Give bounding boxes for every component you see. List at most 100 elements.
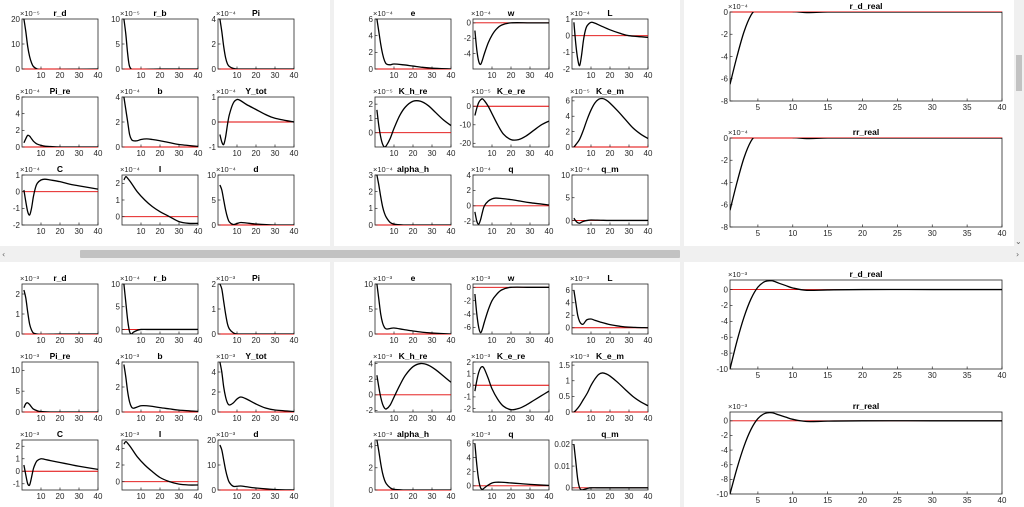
y-tick-label: 2 bbox=[369, 187, 374, 196]
x-tick-label: 30 bbox=[271, 414, 280, 423]
axis-exponent: ×10⁻³ bbox=[20, 274, 40, 283]
axis-exponent: ×10⁻⁴ bbox=[471, 9, 491, 18]
x-tick-label: 30 bbox=[428, 227, 437, 236]
axis-exponent: ×10⁻³ bbox=[728, 270, 748, 279]
x-tick-label: 10 bbox=[587, 71, 596, 80]
series-line bbox=[376, 100, 451, 147]
axis-exponent: ×10⁻³ bbox=[373, 352, 393, 361]
x-tick-label: 20 bbox=[507, 149, 516, 158]
chart-e-29: 0 5 10 10 20 30 40 e ×10⁻³ bbox=[364, 273, 456, 345]
horizontal-scrollbar-thumb[interactable] bbox=[80, 250, 680, 258]
chart-title: Pi_re bbox=[50, 86, 71, 96]
vertical-scrollbar[interactable] bbox=[1014, 0, 1024, 246]
x-tick-label: 20 bbox=[858, 103, 867, 112]
y-tick-label: 4 bbox=[212, 15, 217, 24]
x-tick-label: 10 bbox=[233, 414, 242, 423]
axes-box bbox=[571, 18, 649, 70]
y-tick-label: 1.5 bbox=[559, 361, 571, 370]
x-tick-label: 35 bbox=[963, 496, 972, 505]
x-tick-label: 10 bbox=[488, 71, 497, 80]
chart-title: r_d_real bbox=[849, 269, 882, 279]
axis-exponent: ×10⁻⁵ bbox=[373, 87, 393, 96]
x-tick-label: 20 bbox=[252, 71, 261, 80]
series-line bbox=[219, 184, 294, 225]
series-line bbox=[376, 175, 451, 225]
scroll-right-arrow-icon[interactable]: › bbox=[1016, 250, 1019, 259]
x-tick-label: 10 bbox=[37, 149, 46, 158]
axes-box bbox=[374, 439, 452, 491]
y-tick-label: 1 bbox=[16, 455, 21, 464]
scroll-down-arrow-icon[interactable]: ⌄ bbox=[1015, 237, 1022, 246]
axes-box bbox=[217, 174, 295, 226]
x-tick-label: 40 bbox=[545, 71, 554, 80]
axis-exponent: ×10⁻³ bbox=[216, 274, 236, 283]
x-tick-label: 20 bbox=[606, 336, 615, 345]
y-tick-label: 0 bbox=[566, 324, 571, 333]
series-line bbox=[474, 98, 549, 141]
vertical-scrollbar-thumb[interactable] bbox=[1016, 55, 1022, 91]
chart-e-9: 0 2 4 6 10 20 30 40 e ×10⁻⁴ bbox=[369, 8, 456, 80]
x-tick-label: 10 bbox=[587, 414, 596, 423]
y-tick-label: 4 bbox=[369, 31, 374, 40]
axes-box bbox=[121, 361, 199, 413]
series-line bbox=[730, 138, 1002, 211]
y-tick-label: -10 bbox=[459, 121, 471, 130]
x-tick-label: 20 bbox=[858, 496, 867, 505]
axis-exponent: ×10⁻⁴ bbox=[20, 87, 40, 96]
chart-title: I bbox=[159, 164, 161, 174]
chart-k-e-re-33: -2 -1 0 1 2 10 20 30 40 K_e_re ×10⁻³ bbox=[464, 351, 554, 423]
chart-title: K_e_re bbox=[497, 86, 526, 96]
axes-box bbox=[21, 18, 99, 70]
axes-box bbox=[121, 439, 199, 491]
x-tick-label: 20 bbox=[56, 227, 65, 236]
x-tick-label: 30 bbox=[175, 336, 184, 345]
axis-exponent: ×10⁻⁵ bbox=[120, 9, 140, 18]
y-tick-label: -2 bbox=[13, 221, 21, 230]
x-tick-label: 40 bbox=[290, 149, 299, 158]
x-tick-label: 10 bbox=[587, 149, 596, 158]
y-tick-label: 0 bbox=[116, 477, 121, 486]
y-tick-label: 0 bbox=[724, 285, 729, 294]
series-line bbox=[474, 22, 549, 66]
y-tick-label: 1 bbox=[212, 93, 217, 102]
x-tick-label: 10 bbox=[137, 414, 146, 423]
chart-title: Y_tot bbox=[245, 351, 266, 361]
series-line bbox=[573, 217, 648, 224]
x-tick-label: 15 bbox=[823, 229, 832, 238]
y-tick-label: 0 bbox=[467, 19, 472, 28]
chart-title: Y_tot bbox=[245, 86, 266, 96]
axes-box bbox=[472, 18, 550, 70]
x-tick-label: 20 bbox=[156, 336, 165, 345]
x-tick-label: 10 bbox=[390, 336, 399, 345]
y-tick-label: 0 bbox=[566, 31, 571, 40]
y-tick-label: -6 bbox=[721, 201, 729, 210]
y-tick-label: 2 bbox=[369, 375, 374, 384]
axes-box bbox=[472, 283, 550, 335]
x-tick-label: 20 bbox=[252, 414, 261, 423]
chart-title: Pi_re bbox=[50, 351, 71, 361]
y-tick-label: 5 bbox=[116, 303, 121, 312]
axis-exponent: ×10⁻⁴ bbox=[373, 165, 393, 174]
axes-box bbox=[121, 18, 199, 70]
chart-title: r_d bbox=[53, 273, 66, 283]
x-tick-label: 40 bbox=[194, 492, 203, 501]
series-line bbox=[474, 286, 549, 334]
x-tick-label: 10 bbox=[137, 492, 146, 501]
y-tick-label: -8 bbox=[721, 349, 729, 358]
axes-box bbox=[21, 439, 99, 491]
series-line bbox=[123, 175, 198, 225]
x-tick-label: 30 bbox=[428, 414, 437, 423]
x-tick-label: 10 bbox=[37, 71, 46, 80]
axis-exponent: ×10⁻³ bbox=[216, 430, 236, 439]
y-tick-label: -4 bbox=[721, 178, 729, 187]
chart-title: Pi bbox=[252, 273, 260, 283]
axes-box bbox=[374, 18, 452, 70]
axes-box bbox=[729, 11, 1003, 102]
x-tick-label: 15 bbox=[823, 496, 832, 505]
y-tick-label: 2 bbox=[566, 127, 571, 136]
series-line bbox=[23, 458, 98, 487]
y-tick-label: 4 bbox=[467, 453, 472, 462]
scroll-left-arrow-icon[interactable]: ‹ bbox=[2, 250, 5, 259]
y-tick-label: -2 bbox=[366, 406, 374, 415]
